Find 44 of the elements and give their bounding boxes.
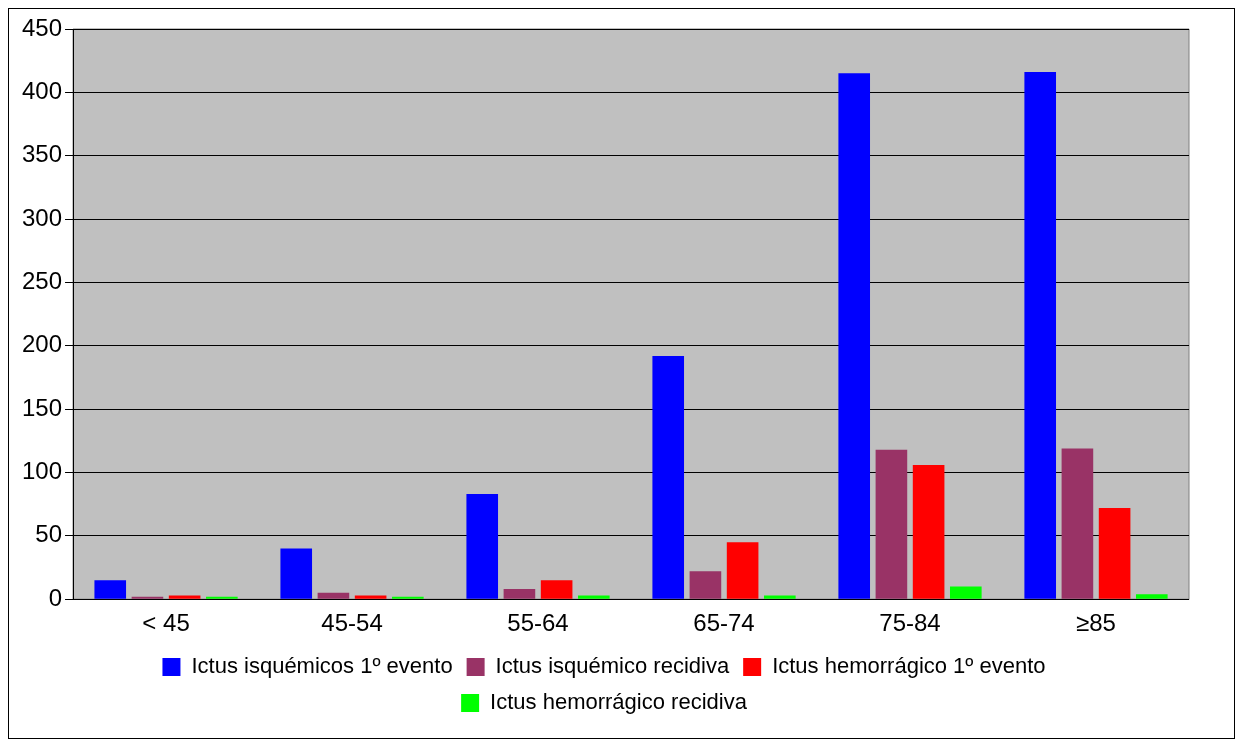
bar xyxy=(726,542,759,599)
y-tick-label: 150 xyxy=(22,393,63,421)
y-tick-label: 200 xyxy=(22,330,63,358)
y-tick-label: 0 xyxy=(48,583,63,611)
y-tick-label: 250 xyxy=(22,267,63,295)
x-tick-label: 65-74 xyxy=(693,609,755,637)
bar xyxy=(912,464,945,599)
bar xyxy=(503,589,536,599)
bar xyxy=(317,592,350,599)
y-tick-label: 100 xyxy=(22,457,63,485)
y-tick-label: 450 xyxy=(22,13,63,41)
bar xyxy=(689,571,722,599)
bar xyxy=(764,595,796,599)
bar xyxy=(1135,594,1168,599)
bar xyxy=(838,73,871,599)
bar xyxy=(168,595,201,599)
x-tick-label: < 45 xyxy=(142,609,190,637)
bar xyxy=(1024,72,1057,599)
bar xyxy=(392,596,424,599)
y-tick-label: 350 xyxy=(22,140,63,168)
bar xyxy=(950,586,982,599)
bar xyxy=(652,355,685,599)
bar xyxy=(875,449,908,599)
y-tick-label: 50 xyxy=(35,520,63,548)
bar xyxy=(466,494,499,599)
x-tick-label: 45-54 xyxy=(321,609,383,637)
bar xyxy=(1061,448,1094,599)
bar xyxy=(540,580,573,599)
x-tick-label: ≥85 xyxy=(1076,609,1116,637)
x-tick-label: 75-84 xyxy=(879,609,941,637)
bar xyxy=(354,595,387,599)
legend-label: Ictus isquémico recidiva xyxy=(495,653,730,679)
bar xyxy=(280,548,313,599)
bar xyxy=(1098,507,1131,599)
legend-label: Ictus hemorrágico recidiva xyxy=(490,689,748,715)
bar xyxy=(206,596,238,599)
bar xyxy=(578,595,610,599)
x-tick-label: 55-64 xyxy=(507,609,569,637)
legend-label: Ictus hemorrágico 1º evento xyxy=(772,653,1046,679)
bar xyxy=(94,580,127,599)
legend-label: Ictus isquémicos 1º evento xyxy=(191,653,453,679)
y-tick-label: 300 xyxy=(22,203,63,231)
y-tick-label: 400 xyxy=(22,76,63,104)
bar xyxy=(131,596,164,599)
